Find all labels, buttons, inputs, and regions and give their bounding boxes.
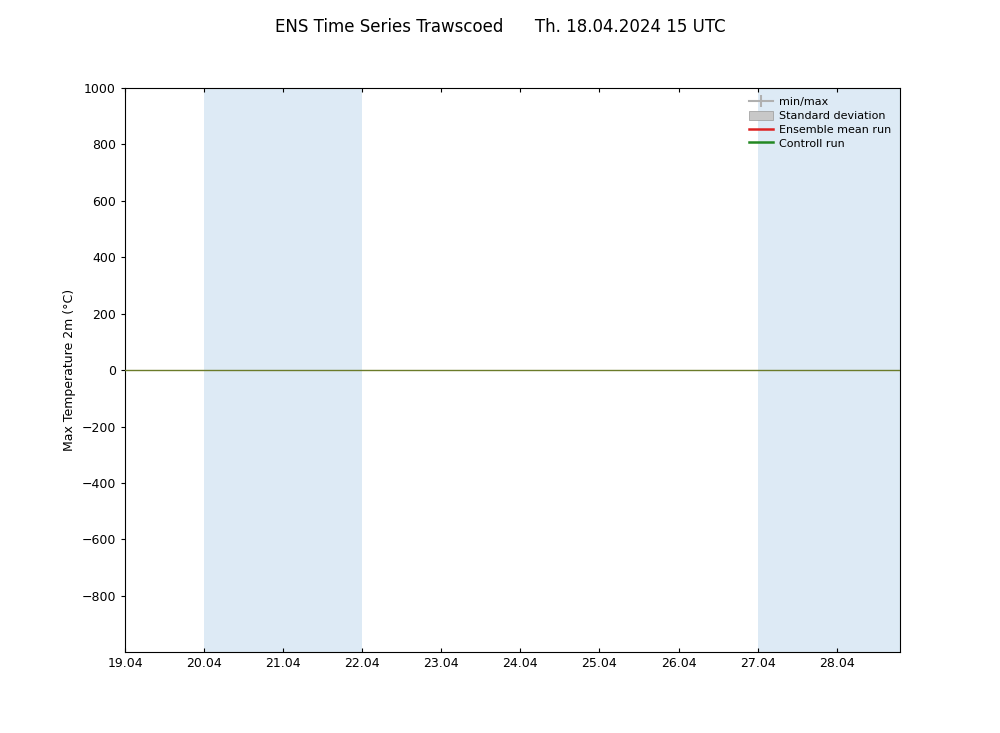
- Legend: min/max, Standard deviation, Ensemble mean run, Controll run: min/max, Standard deviation, Ensemble me…: [746, 94, 894, 152]
- Bar: [204, 88, 283, 652]
- Bar: [837, 88, 900, 652]
- Bar: [758, 88, 837, 652]
- Bar: [283, 88, 362, 652]
- Y-axis label: Max Temperature 2m (°C): Max Temperature 2m (°C): [63, 289, 76, 452]
- Text: ENS Time Series Trawscoed      Th. 18.04.2024 15 UTC: ENS Time Series Trawscoed Th. 18.04.2024…: [275, 18, 725, 37]
